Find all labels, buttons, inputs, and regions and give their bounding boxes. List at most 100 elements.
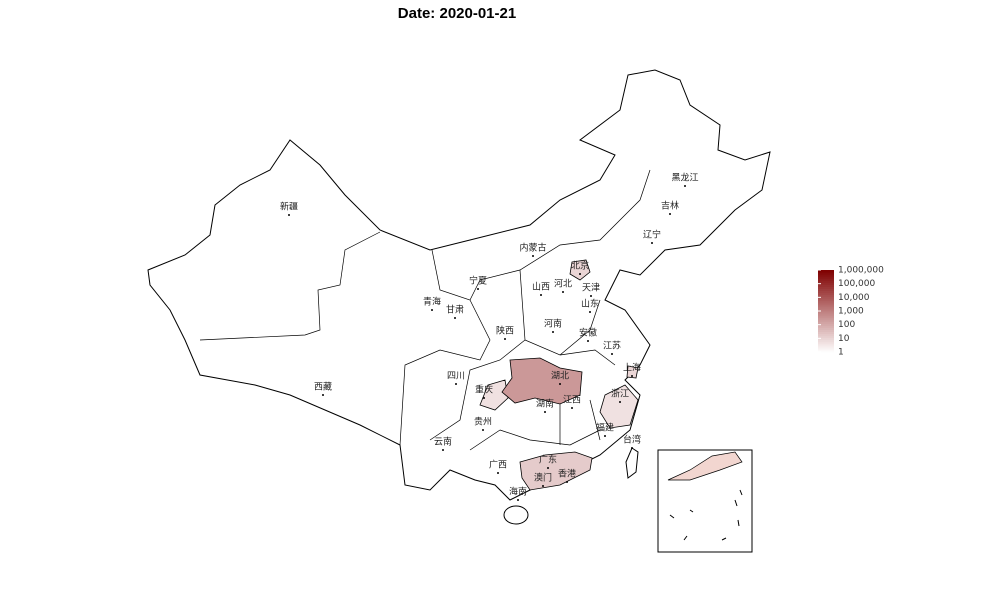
province-point (589, 311, 591, 313)
province-point (604, 435, 606, 437)
legend-swatch (818, 325, 834, 328)
legend-swatch (818, 292, 834, 296)
province-label: 河北 (554, 278, 572, 290)
province-point (288, 214, 290, 216)
legend-tick-label: 100,000 (838, 279, 875, 289)
province-label: 江苏 (603, 340, 621, 352)
province-point (590, 295, 592, 297)
legend-tick-label: 1 (838, 348, 844, 358)
province-label: 广西 (489, 459, 507, 471)
legend-swatch (818, 311, 834, 314)
province-point (579, 273, 581, 275)
province-point (483, 397, 485, 399)
province-point (454, 317, 456, 319)
province-label: 西藏 (314, 381, 332, 393)
province-label: 吉林 (661, 200, 679, 212)
legend-swatch (818, 304, 834, 308)
legend-swatch (818, 337, 834, 341)
province-region (519, 451, 593, 491)
province-label: 贵州 (474, 416, 492, 428)
province-point (497, 472, 499, 474)
province-point (669, 213, 671, 215)
legend-tick-label: 10,000 (838, 293, 870, 303)
legend-swatch (818, 347, 834, 351)
province-point (322, 394, 324, 396)
legend-tick-label: 100 (838, 320, 855, 330)
province-point (566, 481, 568, 483)
province-point (631, 447, 633, 449)
province-point (532, 255, 534, 257)
province-label: 黑龙江 (671, 172, 698, 184)
province-label: 浙江 (611, 388, 629, 400)
province-point (544, 411, 546, 413)
province-point (571, 407, 573, 409)
legend-tick-label: 1,000,000 (838, 266, 884, 276)
legend-swatch (818, 298, 834, 302)
legend-swatch (818, 335, 834, 339)
province-point (547, 467, 549, 469)
legend-swatch (818, 282, 834, 285)
province-point (559, 383, 561, 385)
legend-swatch (818, 294, 834, 298)
province-point (587, 340, 589, 342)
legend-swatch (818, 319, 834, 322)
province-label: 湖南 (536, 398, 554, 410)
province-label: 江西 (563, 395, 581, 406)
province-point (455, 383, 457, 385)
province-label: 上海 (623, 362, 641, 374)
legend-swatch (818, 315, 834, 318)
province-label: 陕西 (496, 325, 514, 337)
province-label: 辽宁 (643, 229, 661, 241)
province-point (562, 291, 564, 293)
legend-swatch (818, 313, 834, 316)
province-label: 青海 (423, 296, 441, 308)
legend-swatch (818, 280, 834, 283)
province-point (631, 375, 633, 377)
province-region (599, 384, 639, 429)
province-label: 重庆 (475, 384, 493, 396)
province-label: 新疆 (280, 201, 298, 213)
legend-swatch (818, 308, 834, 312)
province-label: 宁夏 (469, 275, 487, 287)
province-point (552, 331, 554, 333)
province-point (684, 185, 686, 187)
legend-swatch (818, 276, 834, 279)
legend-swatch (818, 323, 834, 326)
province-label: 福建 (596, 422, 614, 434)
legend-swatch (818, 296, 834, 300)
legend-swatch (818, 284, 834, 287)
legend-swatch (818, 339, 834, 343)
legend-swatch (818, 349, 834, 353)
legend-swatch (818, 286, 834, 289)
province-region (501, 357, 583, 405)
province-point (542, 485, 544, 487)
province-point (477, 288, 479, 290)
province-label: 北京 (571, 260, 589, 272)
province-point (431, 309, 433, 311)
province-point (442, 449, 444, 451)
legend-swatch (818, 290, 834, 294)
province-label: 山东 (581, 298, 599, 310)
legend-swatch (818, 306, 834, 310)
legend-swatch (818, 270, 834, 273)
legend-tick-label: 10 (838, 334, 850, 344)
province-label: 内蒙古 (519, 242, 546, 254)
legend-swatch (818, 300, 834, 304)
province-point (504, 338, 506, 340)
china-outline (147, 69, 771, 553)
province-label: 台湾 (623, 434, 641, 446)
province-point (651, 242, 653, 244)
legend-swatch (818, 333, 834, 337)
province-label: 澳门 (534, 472, 552, 484)
legend-swatch (818, 274, 834, 277)
legend-tick-label: 1,000 (838, 307, 864, 317)
legend-swatch (818, 288, 834, 291)
province-point (482, 429, 484, 431)
province-point (517, 499, 519, 501)
province-label: 香港 (558, 468, 576, 480)
legend-swatch (818, 278, 834, 281)
province-label: 云南 (434, 436, 452, 448)
province-label: 天津 (582, 283, 600, 294)
legend-swatch (818, 317, 834, 320)
